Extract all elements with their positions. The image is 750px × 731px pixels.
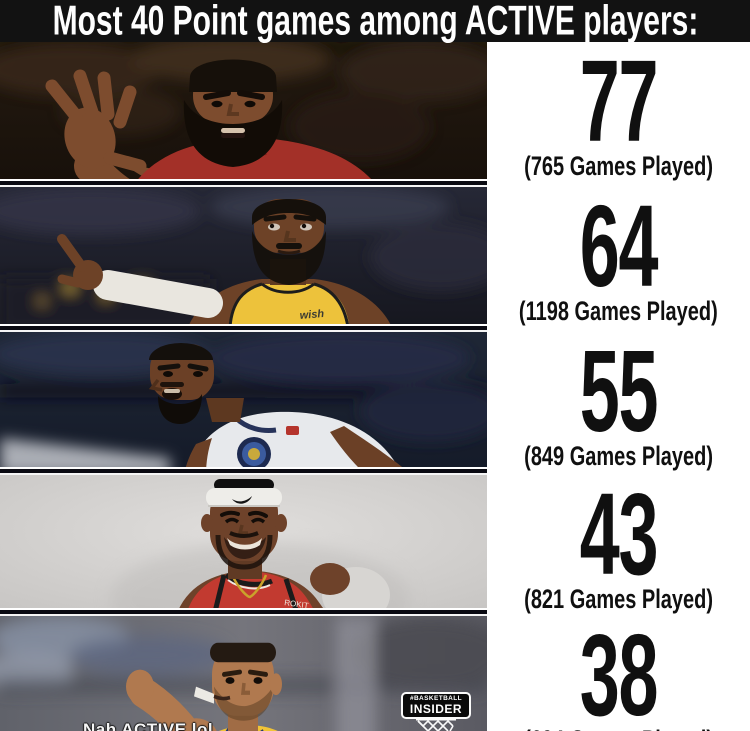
stats-kevin-durant: 55 (849 Games Played) [487,332,750,475]
player-photo-russell-westbrook: ROKIT [0,475,487,616]
row-kevin-durant: 55 (849 Games Played) [0,332,750,475]
bottom-caption: Nah ACTIVE lol [83,720,214,731]
page-title: Most 40 Point games among ACTIVE players… [52,0,698,44]
headband [206,488,282,507]
stats-stephen-curry: 38 (694 Games Played) [487,616,750,731]
ranking-rows: 77 (765 Games Played) [0,42,750,731]
pointing-finger [57,234,87,272]
stats-james-harden: 77 (765 Games Played) [487,42,750,187]
lebron-james-illustration: wish [0,187,487,332]
stat-games-played: (765 Games Played) [524,151,713,181]
player-photo-james-harden [0,42,487,187]
logo-backboard: #BASKETBALL INSIDER [401,692,471,719]
player-figure [45,59,378,187]
logo-line2: INSIDER [409,702,463,717]
james-harden-illustration [0,42,487,187]
player-photo-kevin-durant [0,332,487,475]
mouthguard [194,686,214,704]
stat-number: 38 [579,610,659,731]
logo-line1: #BASKETBALL [409,694,463,702]
stats-lebron-james: 64 (1198 Games Played) [487,187,750,332]
player-figure: wish [57,199,394,332]
basketball-insider-logo: #BASKETBALL INSIDER [401,692,471,731]
stat-games-played: (694 Games Played) [524,725,713,731]
player-figure [148,343,412,475]
row-stephen-curry: 38 (694 Games Played) [0,616,750,731]
stat-number: 64 [579,181,659,312]
stat-games-played: (821 Games Played) [524,584,713,614]
player-figure [126,642,282,731]
row-russell-westbrook: ROKIT [0,475,750,616]
player-photo-lebron-james: wish [0,187,487,332]
stat-games-played: (849 Games Played) [524,441,713,471]
header-bar: Most 40 Point games among ACTIVE players… [0,0,750,44]
open-hand [45,69,147,173]
kevin-durant-illustration [0,332,487,475]
stat-number: 55 [579,326,659,457]
nike-swoosh-icon [232,496,252,504]
stats-russell-westbrook: 43 (821 Games Played) [487,475,750,616]
crowd-background [0,332,487,475]
white-arm-sleeve [93,270,223,318]
row-lebron-james: wish [0,187,750,332]
stat-number: 77 [579,36,659,167]
basketball-net-icon [416,719,456,731]
stat-number: 43 [579,469,659,600]
russell-westbrook-illustration: ROKIT [0,475,487,616]
stat-games-played: (1198 Games Played) [519,296,718,326]
jersey-sponsor-text: wish [299,308,325,322]
row-james-harden: 77 (765 Games Played) [0,42,750,187]
necklace [230,574,268,599]
team-logo [237,437,271,471]
